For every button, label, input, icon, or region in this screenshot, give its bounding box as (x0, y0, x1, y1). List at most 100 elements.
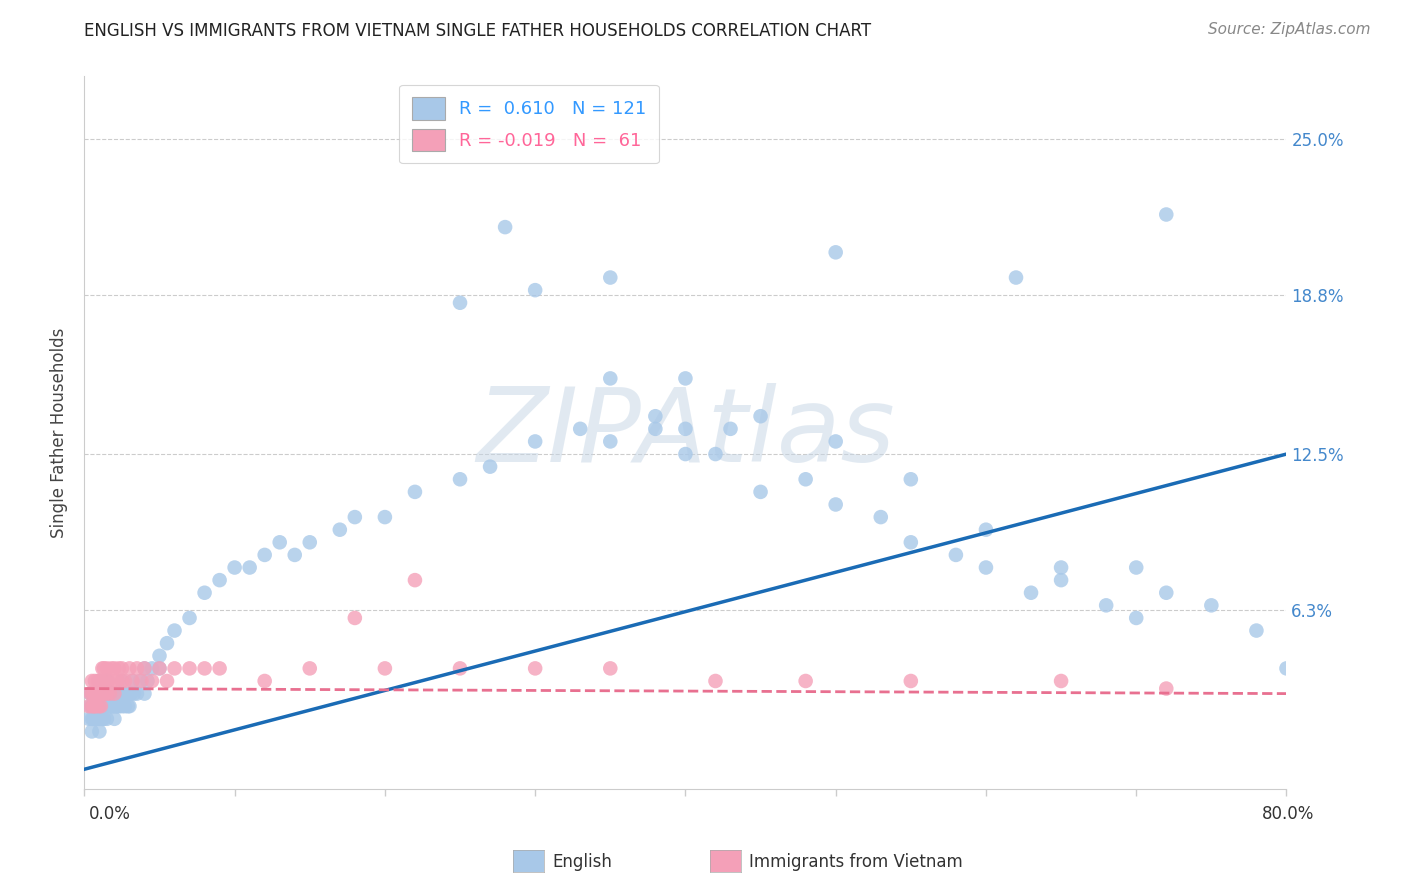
Point (449, 295, 471, 310)
Point (80, 687, 103, 701)
Point (404, 573, 426, 587)
Point (80, 687, 103, 701)
Point (87, 699, 110, 714)
Point (104, 687, 127, 701)
Point (101, 687, 124, 701)
Point (82, 699, 104, 714)
Point (91, 687, 114, 701)
Point (121, 673, 143, 688)
Point (524, 434, 547, 449)
Point (194, 661, 217, 675)
Point (80, 712, 103, 726)
Point (83, 712, 105, 726)
Point (569, 422, 592, 436)
Text: Immigrants from Vietnam: Immigrants from Vietnam (749, 853, 963, 871)
Point (90, 699, 112, 714)
Point (90, 687, 112, 701)
Point (98, 699, 121, 714)
Point (91, 661, 114, 675)
Point (96, 673, 118, 688)
Point (87, 673, 110, 688)
Point (86, 687, 108, 701)
Point (86, 699, 108, 714)
Point (86, 687, 108, 701)
Point (136, 673, 159, 688)
Point (89, 712, 111, 726)
Point (91, 712, 114, 726)
Point (114, 699, 136, 714)
Point (869, 510, 891, 524)
Text: 0.0%: 0.0% (89, 805, 131, 823)
Point (90, 673, 112, 688)
Point (117, 699, 139, 714)
Point (298, 535, 321, 549)
Point (89, 687, 111, 701)
Text: 80.0%: 80.0% (1263, 805, 1315, 823)
Point (87, 687, 110, 701)
Point (253, 673, 276, 688)
Point (93, 699, 115, 714)
Point (129, 673, 152, 688)
Point (94, 687, 117, 701)
Point (118, 661, 141, 675)
Point (824, 498, 846, 512)
Point (298, 661, 321, 675)
Point (1125, 611, 1147, 625)
Point (98, 687, 121, 701)
Point (1019, 586, 1042, 600)
Point (79, 687, 101, 701)
Point (253, 548, 276, 562)
Point (449, 661, 471, 675)
Point (704, 673, 727, 688)
Point (89, 687, 111, 701)
Point (134, 661, 156, 675)
Point (93, 687, 115, 701)
Point (79, 687, 101, 701)
Point (93, 661, 115, 675)
Point (974, 523, 997, 537)
Point (111, 661, 134, 675)
Point (89, 724, 111, 739)
Point (83, 699, 105, 714)
Point (122, 687, 145, 701)
Text: English: English (553, 853, 613, 871)
Point (111, 673, 134, 688)
Point (96, 687, 118, 701)
Point (80, 673, 103, 688)
Point (524, 283, 547, 297)
Point (77, 699, 100, 714)
Point (1050, 673, 1073, 688)
Point (82, 687, 104, 701)
Point (111, 699, 134, 714)
Point (675, 447, 697, 461)
Point (224, 560, 246, 574)
Point (644, 422, 666, 436)
Point (90, 699, 112, 714)
Point (794, 472, 817, 486)
Point (148, 648, 170, 663)
Point (82, 699, 104, 714)
Point (1050, 573, 1073, 587)
Point (101, 699, 124, 714)
Point (96, 699, 118, 714)
Text: ZIPAtlas: ZIPAtlas (477, 383, 894, 483)
Point (900, 472, 922, 486)
Point (104, 699, 127, 714)
Point (449, 472, 471, 486)
Point (179, 611, 201, 625)
Point (103, 687, 125, 701)
Point (83, 699, 105, 714)
Point (103, 687, 125, 701)
Point (107, 673, 129, 688)
Point (82, 712, 104, 726)
Point (100, 687, 122, 701)
Point (103, 712, 125, 726)
Point (96, 687, 118, 701)
Y-axis label: Single Father Households: Single Father Households (51, 327, 69, 538)
Point (77, 712, 100, 726)
Point (100, 699, 122, 714)
Point (343, 611, 366, 625)
Point (89, 673, 111, 688)
Point (269, 535, 291, 549)
Point (83, 673, 105, 688)
